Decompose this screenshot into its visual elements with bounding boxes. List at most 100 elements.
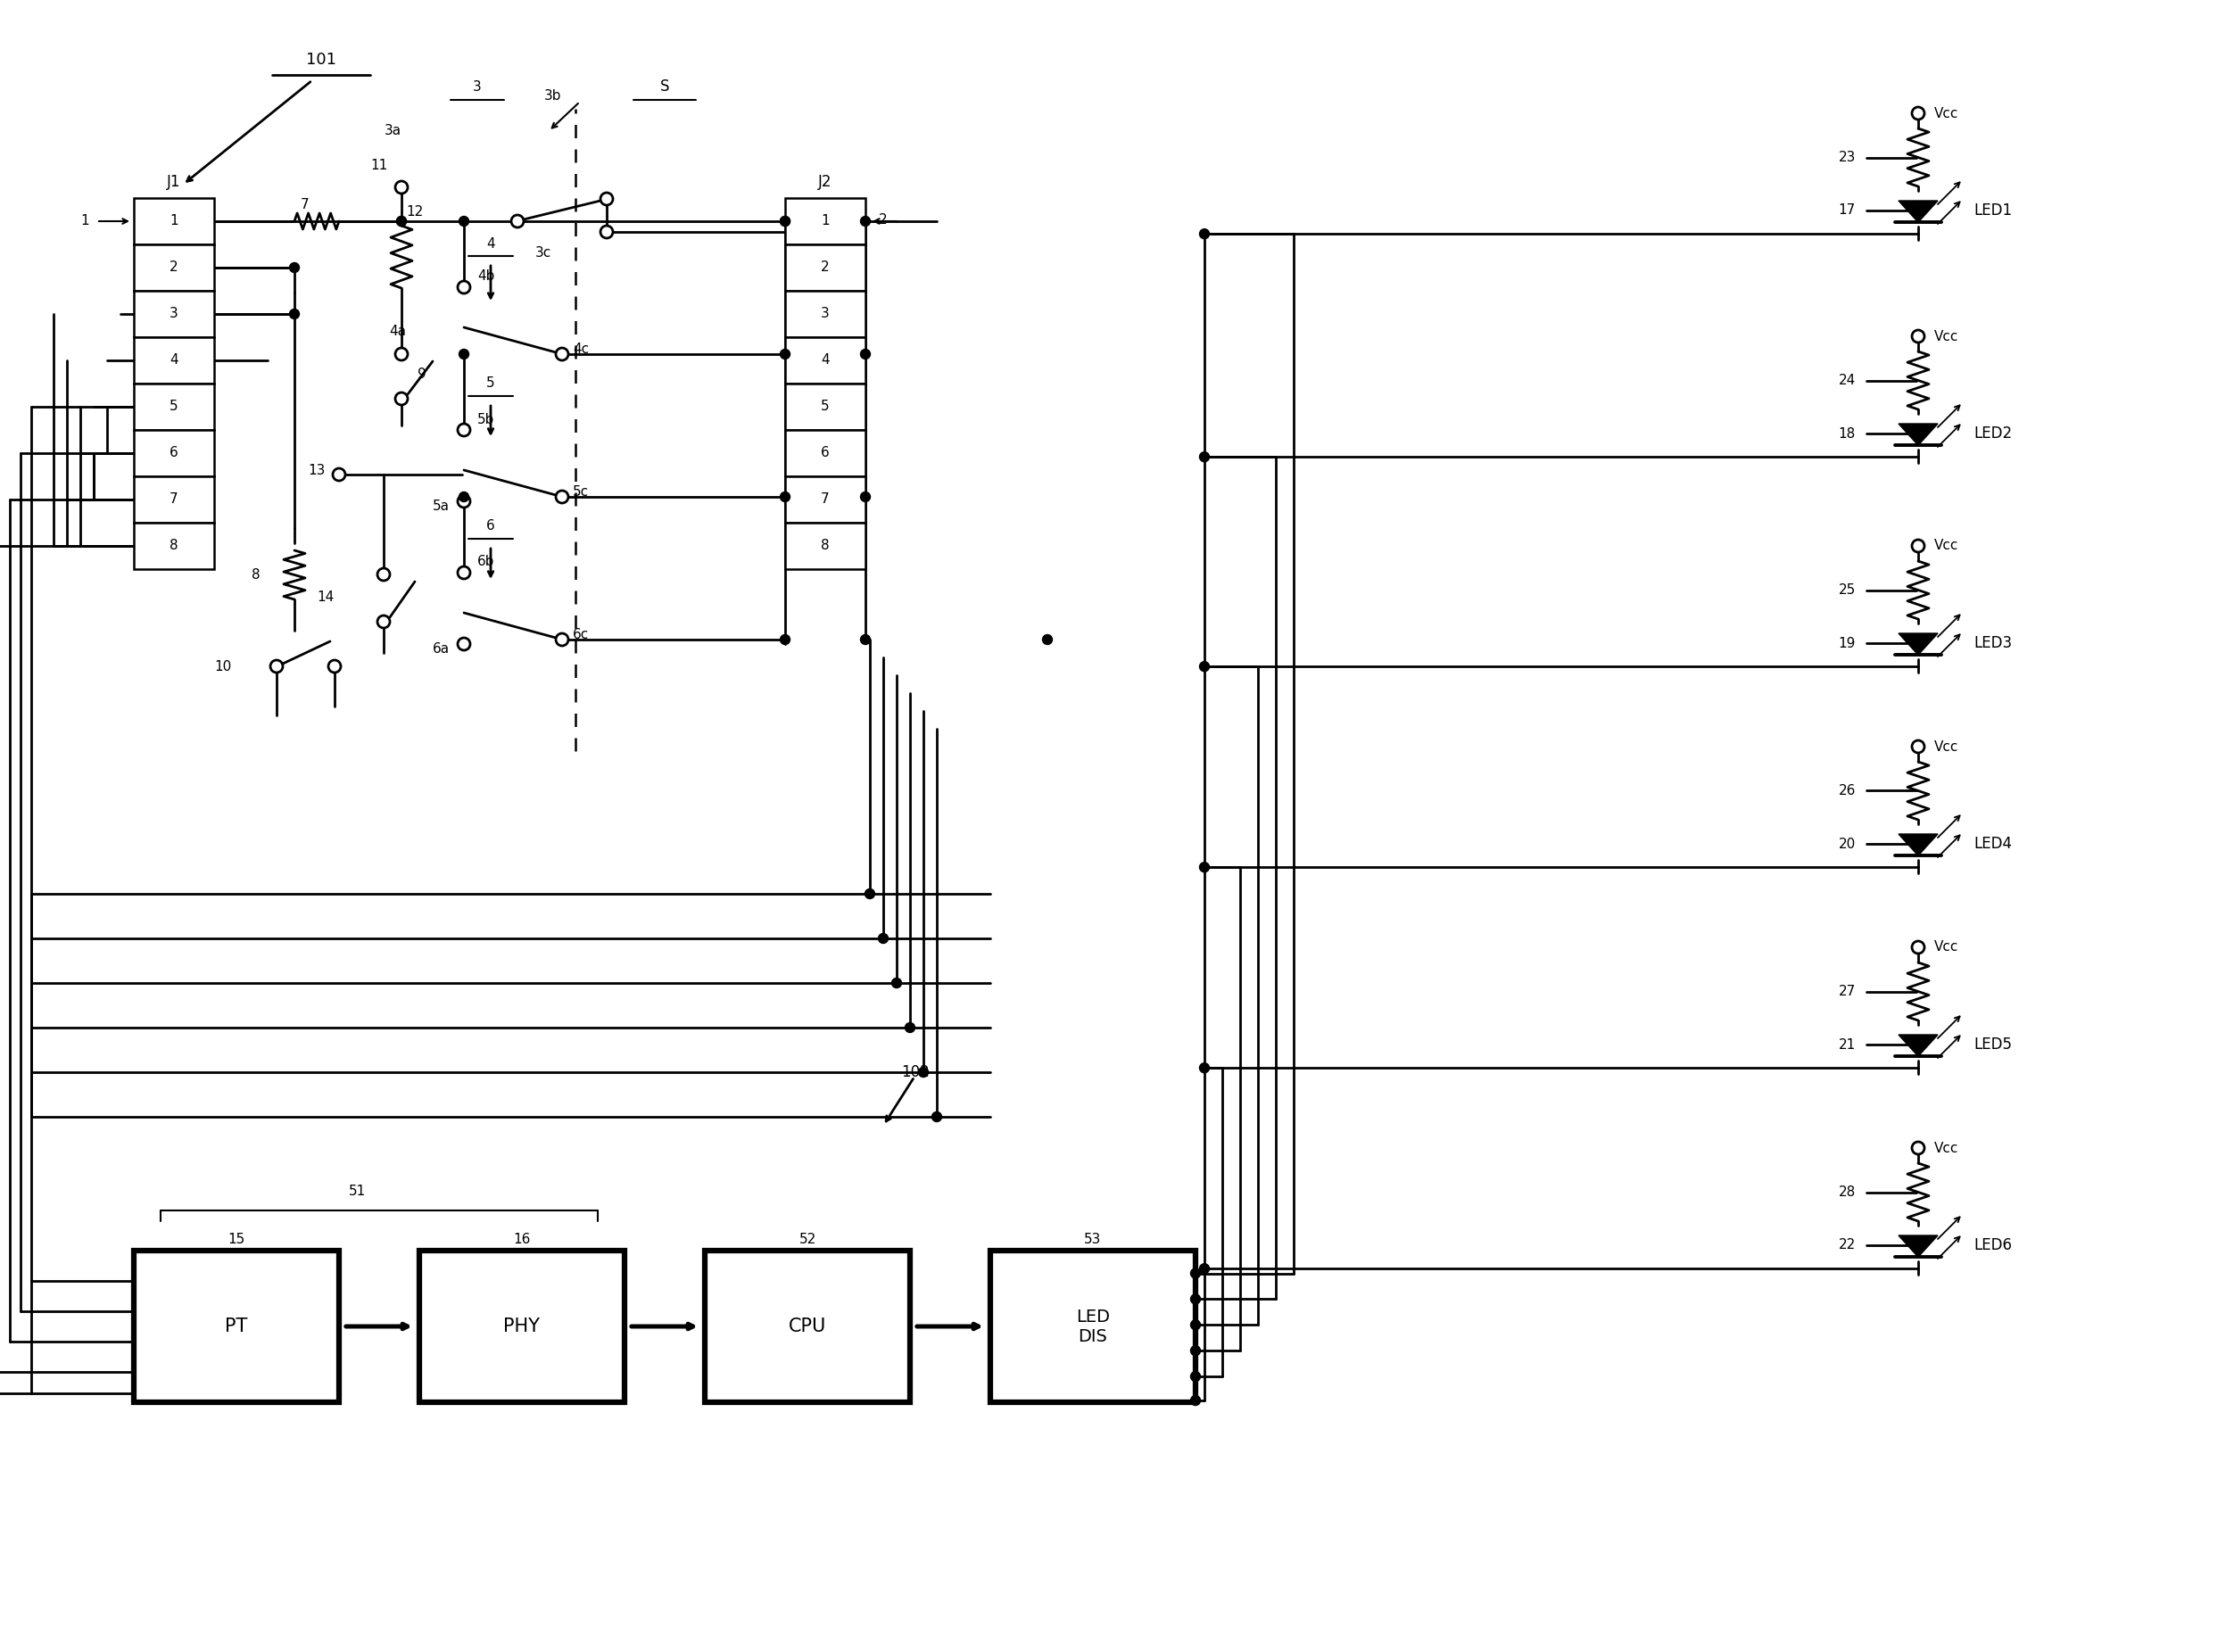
Bar [784, 291, 865, 337]
Circle shape [556, 633, 567, 646]
Circle shape [780, 634, 791, 644]
Text: 20: 20 [1839, 838, 1856, 851]
Text: LED
DIS: LED DIS [1077, 1308, 1110, 1345]
Circle shape [1191, 1320, 1200, 1330]
Circle shape [378, 616, 391, 628]
Bar [990, 1251, 1195, 1403]
Circle shape [458, 496, 469, 507]
Circle shape [905, 1023, 916, 1032]
Text: LED2: LED2 [1973, 426, 2013, 441]
Circle shape [1200, 230, 1209, 240]
Text: 1: 1 [170, 215, 179, 228]
Text: 53: 53 [1083, 1232, 1101, 1247]
Text: 6b: 6b [478, 555, 494, 568]
Text: 3a: 3a [384, 124, 402, 137]
Circle shape [860, 634, 871, 644]
Text: 14: 14 [317, 590, 335, 603]
Bar [784, 383, 865, 430]
Polygon shape [1899, 834, 1937, 856]
Text: S: S [659, 79, 670, 94]
Text: 6a: 6a [433, 641, 449, 656]
Text: 6c: 6c [572, 628, 590, 641]
Text: Vcc: Vcc [1935, 1142, 1959, 1155]
Circle shape [1912, 107, 1923, 119]
Text: 6: 6 [487, 520, 496, 534]
Text: 13: 13 [308, 464, 326, 477]
Circle shape [378, 568, 391, 582]
Circle shape [395, 349, 409, 360]
Circle shape [395, 393, 409, 405]
Text: 28: 28 [1839, 1186, 1856, 1199]
Bar [134, 383, 214, 430]
Text: CPU: CPU [789, 1318, 827, 1335]
Circle shape [1912, 330, 1923, 342]
Circle shape [328, 661, 342, 672]
Circle shape [860, 349, 871, 358]
Text: 3b: 3b [545, 89, 561, 102]
Text: 1: 1 [80, 215, 89, 228]
Circle shape [860, 216, 871, 226]
Circle shape [1912, 740, 1923, 753]
Circle shape [458, 349, 469, 358]
Circle shape [458, 638, 469, 651]
Text: 6: 6 [820, 446, 829, 459]
Circle shape [780, 349, 791, 358]
Text: 4: 4 [820, 354, 829, 367]
Text: 15: 15 [228, 1232, 246, 1247]
Text: 22: 22 [1839, 1239, 1856, 1252]
Text: Vcc: Vcc [1935, 539, 1959, 553]
Text: 2: 2 [878, 213, 887, 226]
Text: 6: 6 [170, 446, 179, 459]
Text: 19: 19 [1839, 636, 1856, 649]
Text: 12: 12 [407, 205, 422, 220]
Circle shape [780, 216, 791, 226]
Circle shape [891, 978, 903, 988]
Circle shape [458, 423, 469, 436]
Text: 8: 8 [820, 539, 829, 553]
Text: J2: J2 [818, 173, 833, 190]
Circle shape [556, 349, 567, 360]
Bar [784, 198, 865, 244]
Text: 4: 4 [487, 238, 496, 251]
Text: Vcc: Vcc [1935, 940, 1959, 953]
Circle shape [1912, 1142, 1923, 1155]
Circle shape [333, 468, 346, 481]
Text: J1: J1 [168, 173, 181, 190]
Circle shape [458, 216, 469, 226]
Circle shape [1191, 1294, 1200, 1303]
Circle shape [860, 492, 871, 502]
Text: 23: 23 [1839, 150, 1856, 164]
Circle shape [1200, 661, 1209, 671]
Text: 7: 7 [170, 492, 179, 506]
Circle shape [1200, 453, 1209, 463]
Circle shape [512, 215, 523, 228]
Text: 18: 18 [1839, 426, 1856, 439]
Bar [784, 476, 865, 522]
Circle shape [1191, 1269, 1200, 1279]
Text: PT: PT [226, 1318, 248, 1335]
Text: 3c: 3c [536, 246, 552, 259]
Text: 2: 2 [820, 261, 829, 274]
Circle shape [290, 309, 299, 319]
Text: Vcc: Vcc [1935, 107, 1959, 121]
Bar [134, 476, 214, 522]
Text: 4c: 4c [572, 344, 590, 357]
Circle shape [780, 492, 791, 502]
Circle shape [918, 1067, 929, 1077]
Polygon shape [1899, 423, 1937, 446]
Bar [784, 522, 865, 568]
Circle shape [932, 1112, 943, 1122]
Text: 27: 27 [1839, 985, 1856, 998]
Text: 101: 101 [306, 51, 337, 68]
Text: 51: 51 [349, 1184, 366, 1198]
Circle shape [290, 263, 299, 273]
Bar [784, 337, 865, 383]
Text: 52: 52 [800, 1232, 815, 1247]
Polygon shape [1899, 633, 1937, 654]
Polygon shape [1899, 1034, 1937, 1056]
Text: 4a: 4a [389, 325, 407, 339]
Text: LED6: LED6 [1973, 1237, 2013, 1254]
Text: Vcc: Vcc [1935, 330, 1959, 344]
Bar [134, 522, 214, 568]
Circle shape [1912, 942, 1923, 953]
